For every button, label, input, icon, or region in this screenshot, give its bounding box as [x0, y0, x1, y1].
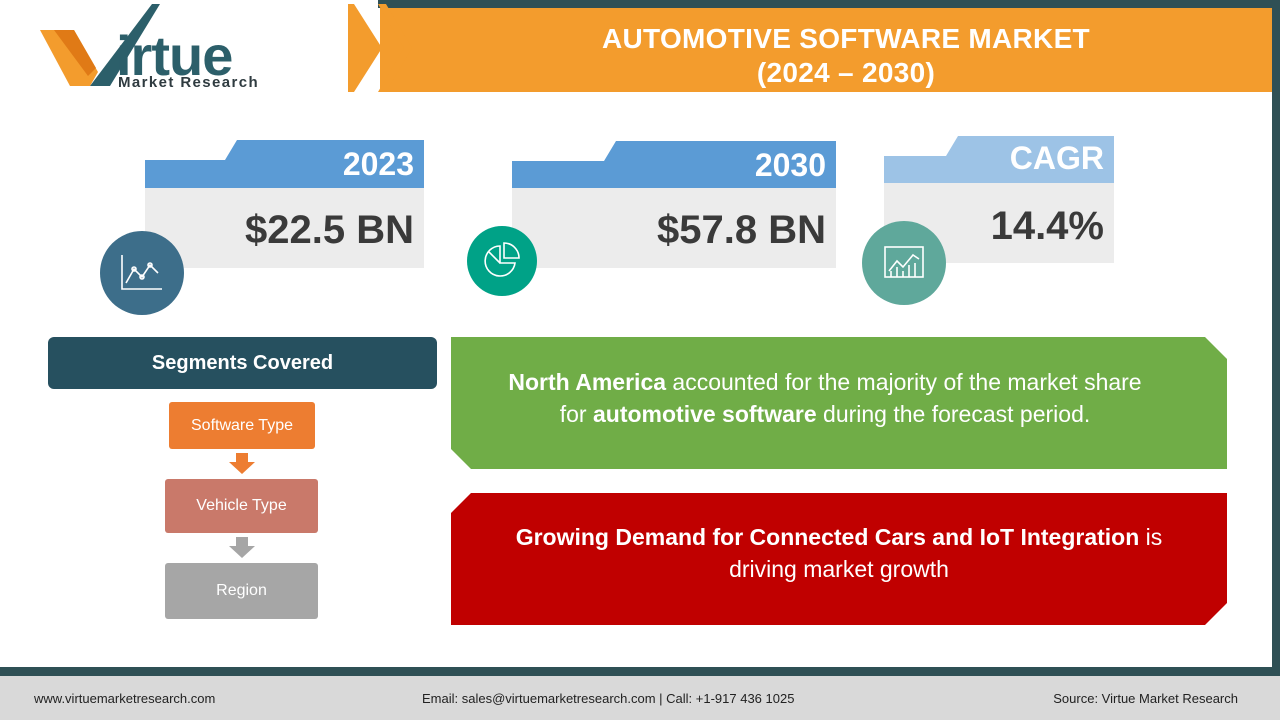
- footer-contact[interactable]: Email: sales@virtuemarketresearch.com | …: [422, 691, 795, 706]
- stat-label: CAGR: [1009, 140, 1104, 176]
- callout-growth-driver: Growing Demand for Connected Cars and Io…: [451, 521, 1227, 585]
- callout-highlight: automotive software: [592, 401, 817, 427]
- callout-highlight: North America: [508, 369, 667, 395]
- stat-body: [145, 188, 424, 268]
- arrow-down-icon: [229, 537, 255, 558]
- header-top-rule: [378, 0, 1280, 8]
- logo-v-mark-icon: [40, 4, 160, 86]
- footer-rule: [0, 667, 1280, 676]
- segments-header: Segments Covered: [48, 337, 437, 389]
- right-border-rule: [1272, 0, 1280, 672]
- segment-region: Region: [165, 563, 318, 619]
- stat-label: 2030: [754, 147, 826, 183]
- pie-chart-icon: [467, 226, 537, 296]
- logo-subtitle: Market Research: [118, 74, 260, 91]
- line-chart-icon: [100, 231, 184, 315]
- stat-value: $22.5 BN: [245, 208, 414, 252]
- stat-value: $57.8 BN: [657, 208, 826, 252]
- callout-regional-insight: North America accounted for the majority…: [451, 366, 1199, 430]
- segment-vehicle-type: Vehicle Type: [165, 479, 318, 533]
- logo-wordmark: irtue: [116, 24, 233, 87]
- callout-text: is: [1139, 524, 1163, 550]
- stat-tab-2023: [145, 140, 424, 188]
- virtue-logo: irtue Market Research: [36, 0, 316, 96]
- callout-text: driving market growth: [729, 556, 949, 582]
- stat-tab-cagr: [884, 136, 1114, 183]
- stat-card-2030: 2030 $57.8 BN: [512, 141, 836, 268]
- page-title: AUTOMOTIVE SOFTWARE MARKET (2024 – 2030): [420, 22, 1272, 90]
- callout-text: accounted for the majority of the market…: [666, 369, 1142, 395]
- title-banner: [380, 8, 1272, 92]
- segment-software-type: Software Type: [169, 402, 315, 449]
- callout-text: during the forecast period.: [816, 401, 1091, 427]
- callout-red-panel: [451, 493, 1227, 625]
- callout-highlight: Growing Demand for Connected Cars and Io…: [515, 524, 1140, 550]
- title-line-2: (2024 – 2030): [756, 57, 936, 88]
- footer-bar: [0, 676, 1280, 720]
- stat-body: [512, 188, 836, 268]
- arrow-down-icon: [229, 453, 255, 474]
- footer-source: Source: Virtue Market Research: [1053, 691, 1238, 706]
- title-line-1: AUTOMOTIVE SOFTWARE MARKET: [602, 23, 1090, 54]
- growth-chart-icon: [862, 221, 946, 305]
- callout-text: for: [559, 401, 593, 427]
- stat-card-2023: 2023 $22.5 BN: [145, 140, 424, 268]
- stat-label: 2023: [342, 146, 414, 182]
- footer-website-link[interactable]: www.virtuemarketresearch.com: [34, 691, 216, 706]
- stat-tab-2030: [512, 141, 836, 188]
- callout-green-panel: [451, 337, 1227, 469]
- stat-value: 14.4%: [990, 204, 1104, 248]
- banner-chevron-icon: [348, 4, 412, 92]
